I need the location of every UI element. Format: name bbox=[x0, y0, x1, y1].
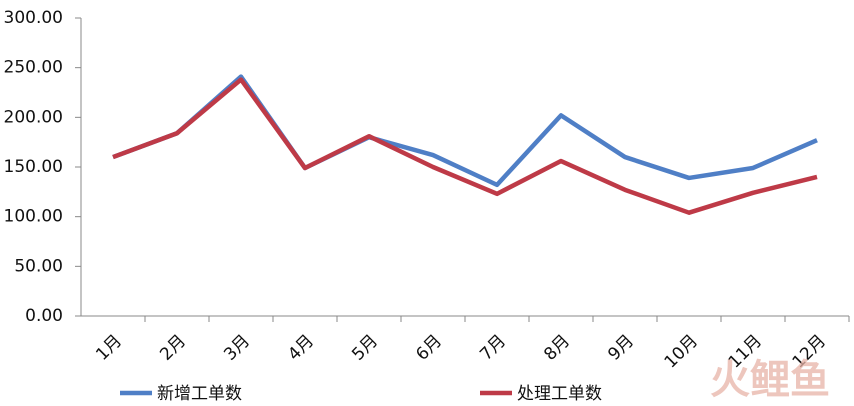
y-tick-label: 200.00 bbox=[4, 107, 63, 127]
y-tick-label: 100.00 bbox=[4, 207, 63, 227]
y-tick-label: 250.00 bbox=[4, 58, 63, 78]
x-tick-label: 5月 bbox=[348, 331, 382, 365]
x-tick-label: 6月 bbox=[412, 331, 446, 365]
x-tick-label: 8月 bbox=[540, 331, 574, 365]
y-tick-label: 300.00 bbox=[4, 8, 63, 28]
x-tick-label: 4月 bbox=[284, 331, 318, 365]
x-tick-label: 1月 bbox=[92, 331, 126, 365]
y-tick-label: 0.00 bbox=[25, 306, 63, 326]
watermark: 火鲤鱼 bbox=[710, 357, 830, 403]
series-line bbox=[112, 77, 818, 215]
x-tick-label: 7月 bbox=[476, 331, 510, 365]
x-tick-label: 9月 bbox=[604, 331, 638, 365]
legend-label: 处理工单数 bbox=[517, 384, 602, 404]
legend-label: 新增工单数 bbox=[157, 384, 242, 404]
x-tick-label: 2月 bbox=[156, 331, 190, 365]
y-tick-label: 150.00 bbox=[4, 157, 63, 177]
series-line bbox=[112, 74, 818, 188]
x-tick-label: 10月 bbox=[661, 331, 702, 372]
x-tick-label: 3月 bbox=[220, 331, 254, 365]
y-tick-label: 50.00 bbox=[14, 256, 63, 276]
